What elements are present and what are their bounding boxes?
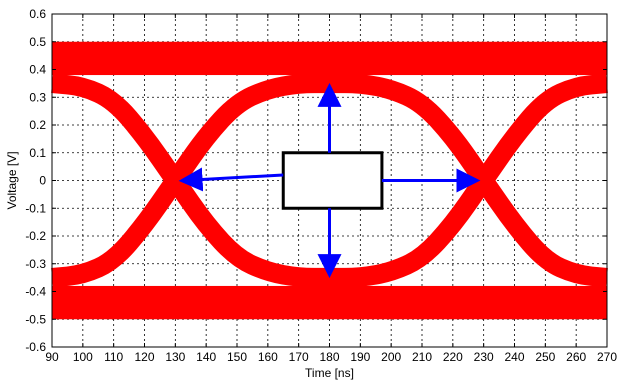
eye-traces bbox=[51, 41, 608, 320]
y-tick-label: 0.4 bbox=[29, 63, 46, 77]
y-tick-label: -0.6 bbox=[25, 340, 46, 354]
x-tick-label: 210 bbox=[412, 350, 432, 364]
y-tick-label: 0.5 bbox=[29, 35, 46, 49]
x-tick-label: 250 bbox=[535, 350, 555, 364]
low-level-band bbox=[52, 285, 607, 320]
y-tick-label: -0.4 bbox=[25, 285, 46, 299]
high-level-band bbox=[52, 41, 607, 76]
x-tick-label: 220 bbox=[443, 350, 463, 364]
x-tick-label: 130 bbox=[165, 350, 185, 364]
x-tick-label: 160 bbox=[258, 350, 278, 364]
x-tick-label: 180 bbox=[319, 350, 339, 364]
y-tick-label: -0.3 bbox=[25, 257, 46, 271]
x-tick-label: 110 bbox=[104, 350, 123, 364]
x-tick-label: 260 bbox=[566, 350, 586, 364]
y-tick-label: -0.2 bbox=[25, 229, 46, 243]
x-tick-label: 170 bbox=[289, 350, 309, 364]
y-tick-label: -0.5 bbox=[25, 312, 46, 326]
x-tick-label: 140 bbox=[196, 350, 216, 364]
x-tick-label: 120 bbox=[134, 350, 154, 364]
y-axis-ticks: -0.6 -0.5 -0.4 -0.3 -0.2 -0.1 0 0.1 0.2 0.3 0.4 0.5… bbox=[25, 7, 607, 354]
y-tick-label: 0 bbox=[39, 174, 46, 188]
x-axis-label: Time [ns] bbox=[305, 366, 354, 380]
y-tick-label: 0.6 bbox=[29, 7, 46, 21]
eye-trace-jitter bbox=[51, 74, 608, 279]
y-tick-label: 0.1 bbox=[29, 146, 46, 160]
x-tick-label: 90 bbox=[45, 350, 59, 364]
y-axis-label: Voltage [V] bbox=[5, 151, 19, 209]
x-axis-ticks: 90 100 110 120 130 140 150 160 170 180 190 200 210 22… bbox=[45, 14, 617, 364]
x-tick-label: 270 bbox=[597, 350, 617, 364]
x-tick-label: 230 bbox=[474, 350, 494, 364]
annotations bbox=[178, 82, 481, 279]
x-tick-label: 200 bbox=[381, 350, 401, 364]
y-tick-label: 0.2 bbox=[29, 118, 46, 132]
x-tick-label: 100 bbox=[73, 350, 93, 364]
y-tick-label: -0.1 bbox=[25, 201, 46, 215]
x-tick-label: 240 bbox=[504, 350, 524, 364]
blue-arrow bbox=[178, 167, 284, 192]
eye-mask-box bbox=[281, 151, 384, 210]
y-tick-label: 0.3 bbox=[29, 90, 46, 104]
x-tick-label: 190 bbox=[350, 350, 370, 364]
x-tick-label: 150 bbox=[227, 350, 247, 364]
eye-trace-jitter bbox=[51, 82, 608, 287]
